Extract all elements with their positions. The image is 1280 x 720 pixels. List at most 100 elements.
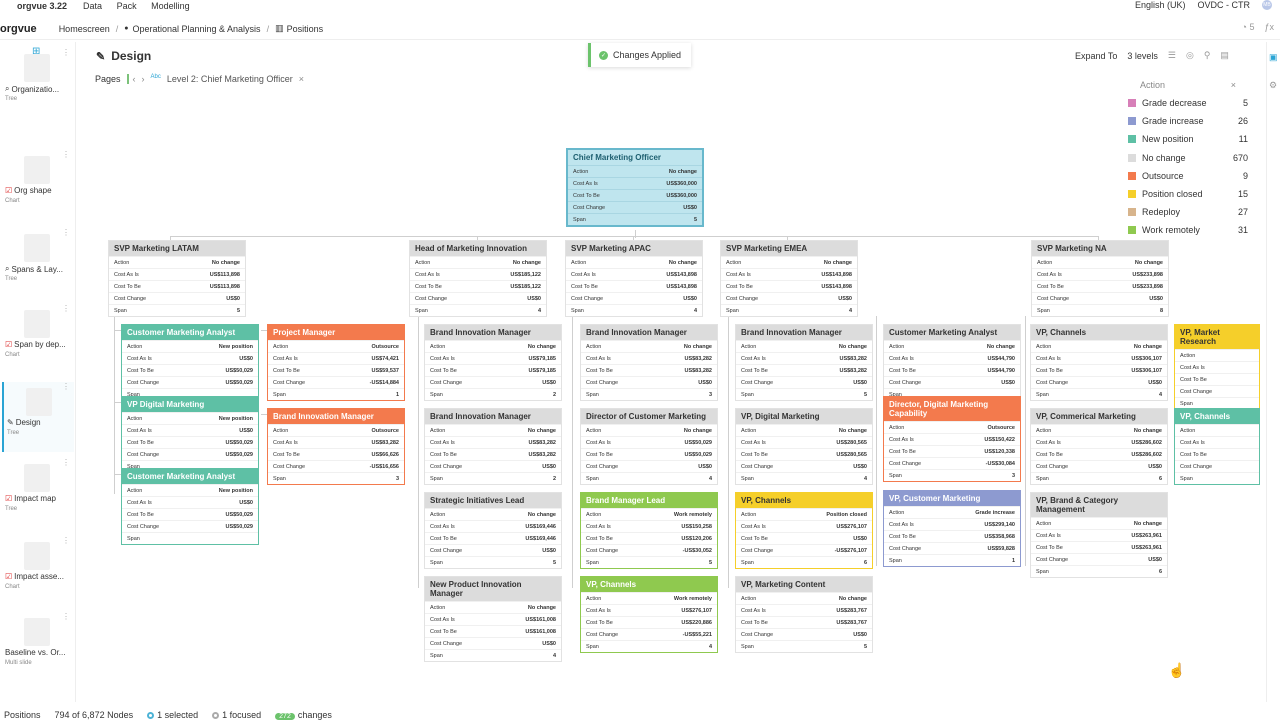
legend-item[interactable]: New position 11	[1124, 130, 1252, 148]
card-row-tobe: Cost To Be US$169,446	[425, 532, 561, 544]
position-card[interactable]: SVP Marketing EMEA Action No change Cost As…	[720, 240, 858, 318]
position-card[interactable]: Brand Innovation Manager Action No change C…	[424, 324, 562, 402]
menu-data[interactable]: Data	[83, 1, 103, 11]
slide-tile[interactable]: ⋮ Baseline vs. Or... Multi slide	[2, 612, 74, 682]
slide-tile[interactable]: ⋮ ☑ Org shape Chart	[2, 150, 74, 220]
card-field-label: Cost To Be	[273, 367, 300, 374]
position-card[interactable]: New Product Innovation Manager Action No c…	[424, 576, 562, 663]
workspace-select[interactable]: OVDC - CTR	[1197, 0, 1251, 10]
position-card[interactable]: Director, Digital Marketing Capability Ac…	[883, 396, 1021, 483]
position-card[interactable]: Brand Innovation Manager Action Outsource C…	[267, 408, 405, 486]
position-card[interactable]: SVP Marketing LATAM Action No change Cost A…	[108, 240, 246, 318]
position-card[interactable]: VP, Commerical Marketing Action No change C…	[1030, 408, 1168, 486]
status-changes[interactable]: 272 changes	[275, 710, 332, 720]
card-field-label: Cost Change	[586, 463, 619, 470]
close-icon[interactable]: ×	[1230, 80, 1236, 90]
chevron-left-icon[interactable]: ‹	[132, 74, 136, 84]
more-icon[interactable]: ⋮	[62, 228, 70, 237]
status-view[interactable]: Positions	[4, 709, 41, 720]
slide-tile[interactable]: ⋮ ☑ Span by dep... Chart	[2, 304, 74, 374]
more-icon[interactable]: ⋮	[62, 458, 70, 467]
breadcrumb-current[interactable]: Positions	[286, 23, 324, 34]
save-icon[interactable]: ▤	[1220, 50, 1229, 60]
filter-icon[interactable]: ⚲	[1203, 50, 1211, 60]
position-card[interactable]: Director of Customer Marketing Action No c…	[580, 408, 718, 486]
position-card[interactable]: Customer Marketing Analyst Action No chang…	[883, 324, 1021, 402]
card-field-value: US$50,029	[225, 367, 253, 374]
legend-item[interactable]: Redeploy 27	[1124, 203, 1252, 221]
card-field-value: US$263,961	[1131, 532, 1162, 539]
card-row-span: Span 3	[884, 469, 1020, 481]
card-field-label: Action	[889, 509, 905, 516]
right-toolbar: ▣ ⚙	[1266, 42, 1280, 702]
position-card[interactable]: Brand Innovation Manager Action No change C…	[580, 324, 718, 402]
position-card[interactable]: VP, Brand & Category Management Action No …	[1030, 492, 1168, 579]
legend-item[interactable]: Grade increase 26	[1124, 112, 1252, 130]
position-card[interactable]: VP, Channels Action No change Cost As Is US$…	[1030, 324, 1168, 402]
breadcrumb: orgvue Homescreen / ● Operational Planni…	[0, 18, 1280, 40]
status-focused[interactable]: 1 focused	[212, 710, 261, 720]
status-selected[interactable]: 1 selected	[147, 710, 198, 720]
card-row-change: Cost Change -US$276,107	[736, 544, 872, 556]
more-icon[interactable]: ⋮	[62, 382, 70, 391]
position-card[interactable]: SVP Marketing APAC Action No change Cost As…	[565, 240, 703, 318]
menu-modelling[interactable]: Modelling	[151, 1, 190, 11]
position-card[interactable]: Customer Marketing Analyst Action New posi…	[121, 324, 259, 402]
card-row-span: Span 5	[581, 556, 717, 568]
position-card[interactable]: Strategic Initiatives Lead Action No chang…	[424, 492, 562, 570]
more-icon[interactable]: ⋮	[62, 150, 70, 159]
language-select[interactable]: English (UK)	[1134, 0, 1186, 10]
notification-icon[interactable]: ◔ 5	[1241, 22, 1255, 32]
slide-tile[interactable]: ⋮ ☑ Impact asse... Chart	[2, 536, 74, 606]
slide-tile[interactable]: ⋮ ☑ Impact map Tree	[2, 458, 74, 528]
legend-item[interactable]: Grade decrease 5	[1124, 94, 1252, 112]
card-field-value: US$143,898	[666, 283, 697, 290]
close-icon[interactable]: ×	[298, 74, 305, 84]
position-card[interactable]: SVP Marketing NA Action No change Cost As I…	[1031, 240, 1169, 318]
menu-pack[interactable]: Pack	[116, 1, 137, 11]
position-card[interactable]: VP, Channels Action Position closed Cost As…	[735, 492, 873, 570]
expand-levels-select[interactable]: 3 levels	[1127, 50, 1158, 61]
page-chip[interactable]: ‹ › Abc Level 2: Chief Marketing Officer…	[126, 74, 305, 84]
position-card[interactable]: VP, Customer Marketing Action Grade increa…	[883, 490, 1021, 568]
position-title: VP, Marketing Content	[736, 577, 872, 593]
breadcrumb-planning[interactable]: Operational Planning & Analysis	[132, 23, 261, 34]
position-card[interactable]: Brand Manager Lead Action Work remotely Cos…	[580, 492, 718, 570]
slide-tile[interactable]: ⋮ ✎ Design Tree	[2, 382, 74, 452]
more-icon[interactable]: ⋮	[62, 48, 70, 57]
more-icon[interactable]: ⋮	[62, 612, 70, 621]
list-icon[interactable]: ☰	[1167, 50, 1176, 60]
breadcrumb-home[interactable]: Homescreen	[58, 23, 110, 34]
card-field-label: Cost To Be	[586, 451, 613, 458]
formula-icon[interactable]: ƒx	[1264, 22, 1274, 32]
slide-tile[interactable]: ⋮ ⌕ Spans & Lay... Tree	[2, 228, 74, 298]
legend-item-name: Redeploy	[1142, 207, 1181, 218]
legend-item[interactable]: Work remotely 31	[1124, 221, 1252, 239]
more-icon[interactable]: ⋮	[62, 536, 70, 545]
legend-item[interactable]: Position closed 15	[1124, 185, 1252, 203]
position-card[interactable]: Chief Marketing Officer Action No change Co…	[566, 148, 704, 228]
add-slide-icon[interactable]: ⊞	[32, 46, 41, 57]
more-icon[interactable]: ⋮	[62, 304, 70, 313]
position-card[interactable]: Brand Innovation Manager Action No change C…	[735, 324, 873, 402]
chevron-right-icon[interactable]: ›	[141, 74, 145, 84]
position-card[interactable]: Head of Marketing Innovation Action No cha…	[409, 240, 547, 318]
legend-item[interactable]: Outsource 9	[1124, 167, 1252, 185]
position-card[interactable]: Project Manager Action Outsource Cost As Is…	[267, 324, 405, 402]
card-field-value: US$0	[527, 295, 541, 302]
legend-item[interactable]: No change 670	[1124, 149, 1252, 167]
target-icon[interactable]: ◎	[1185, 50, 1194, 60]
panel-icon[interactable]: ▣	[1269, 52, 1278, 62]
avatar[interactable]: MB	[1262, 0, 1272, 10]
position-card[interactable]: VP, Marketing Content Action No change Cost…	[735, 576, 873, 654]
position-card[interactable]: Brand Innovation Manager Action No change C…	[424, 408, 562, 486]
position-card[interactable]: VP, Market Research Action Cost As Is Cost …	[1174, 324, 1260, 411]
position-card[interactable]: VP, Digital Marketing Action No change Cost…	[735, 408, 873, 486]
position-card[interactable]: VP Digital Marketing Action New position Co…	[121, 396, 259, 474]
slide-tile[interactable]: ⋮ ⌕ Organizatio... Tree	[2, 48, 74, 118]
card-field-label: Action	[586, 511, 602, 518]
settings-icon[interactable]: ⚙	[1269, 80, 1278, 90]
position-card[interactable]: VP, Channels Action Cost As Is Cost To Be Co…	[1174, 408, 1260, 486]
position-card[interactable]: Customer Marketing Analyst Action New posi…	[121, 468, 259, 546]
position-card[interactable]: VP, Channels Action Work remotely Cost As I…	[580, 576, 718, 654]
